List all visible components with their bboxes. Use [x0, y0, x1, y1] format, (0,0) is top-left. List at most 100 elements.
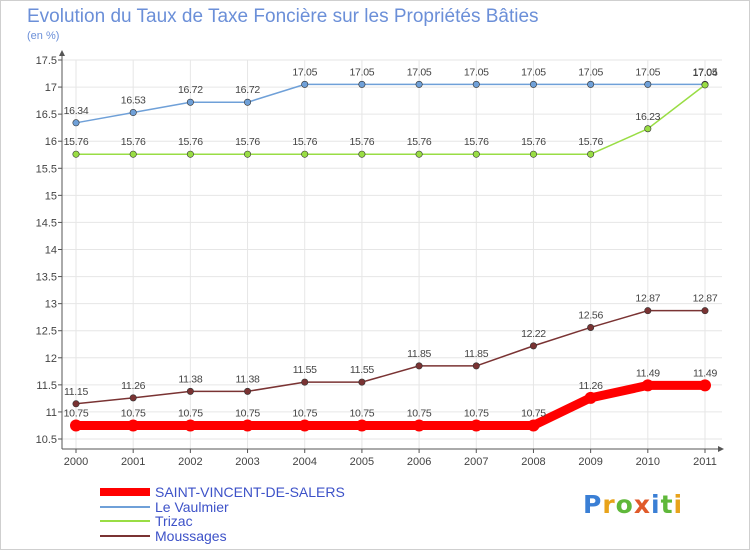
legend-label: Moussages	[155, 527, 227, 544]
data-point	[644, 80, 652, 88]
data-label: 10.75	[121, 407, 146, 419]
legend-label: Le Vaulmier	[155, 498, 229, 515]
y-tick-label: 17	[45, 82, 57, 94]
legend-swatch	[100, 505, 150, 508]
data-point	[358, 378, 366, 386]
data-point	[129, 394, 137, 402]
x-tick-label: 2001	[121, 456, 145, 468]
legend-swatch	[100, 520, 150, 522]
data-point	[644, 307, 652, 315]
x-tick-label: 2011	[693, 456, 717, 468]
data-point	[186, 387, 194, 395]
data-point	[472, 362, 480, 370]
series-line-le vaulmier	[75, 83, 706, 124]
data-point	[241, 419, 254, 432]
data-label: 15.76	[521, 136, 546, 148]
data-label: 11.15	[64, 386, 88, 398]
data-label: 11.38	[236, 373, 260, 385]
data-point	[699, 379, 711, 392]
data-point	[472, 150, 480, 158]
data-label: 17.05	[693, 66, 718, 78]
data-point	[184, 419, 197, 432]
data-point	[355, 419, 368, 432]
data-label: 12.87	[693, 293, 718, 305]
data-point	[470, 419, 483, 432]
data-point	[244, 150, 252, 158]
data-point	[529, 150, 537, 158]
data-point	[72, 119, 80, 127]
data-point	[701, 307, 709, 315]
data-label: 12.87	[635, 293, 660, 305]
data-point	[301, 150, 309, 158]
logo-letter: i	[651, 490, 661, 519]
x-tick-label: 2004	[292, 456, 316, 468]
y-tick-label: 13.5	[36, 272, 57, 284]
data-label: 10.75	[407, 407, 432, 419]
data-label: 10.75	[464, 407, 489, 419]
data-label: 11.55	[293, 364, 317, 376]
data-point	[186, 150, 194, 158]
data-label: 17.05	[464, 66, 489, 78]
y-tick-label: 13	[45, 299, 57, 311]
data-point	[70, 419, 82, 432]
x-tick-label: 2006	[407, 456, 431, 468]
logo-letter: x	[633, 490, 651, 519]
data-label: 15.76	[407, 136, 432, 148]
x-tick-label: 2008	[521, 456, 545, 468]
y-tick-label: 16	[45, 136, 57, 148]
data-label: 15.76	[235, 136, 260, 148]
data-label: 17.05	[521, 66, 546, 78]
data-point	[641, 379, 654, 392]
x-tick-label: 2005	[350, 456, 374, 468]
x-tick-label: 2000	[64, 456, 88, 468]
data-point	[529, 80, 537, 88]
y-tick-label: 14.5	[36, 217, 57, 229]
data-point	[244, 98, 252, 106]
data-point	[301, 378, 309, 386]
logo-letter: r	[602, 490, 616, 519]
data-label: 17.05	[635, 66, 660, 78]
data-point	[587, 80, 595, 88]
data-label: 16.34	[64, 105, 89, 117]
data-point	[529, 342, 537, 350]
data-label: 11.49	[693, 367, 717, 379]
legend-swatch	[100, 488, 150, 496]
data-point	[415, 150, 423, 158]
data-point	[472, 80, 480, 88]
data-label: 15.76	[292, 136, 317, 148]
data-label: 11.55	[350, 364, 374, 376]
y-tick-label: 11.5	[36, 380, 57, 392]
data-point	[587, 323, 595, 331]
data-label: 16.23	[635, 111, 660, 123]
data-label: 11.85	[464, 348, 488, 360]
data-label: 15.76	[464, 136, 489, 148]
y-axis-arrow	[59, 50, 65, 56]
data-label: 11.38	[178, 373, 202, 385]
series-line-trizac	[75, 84, 706, 155]
data-label: 10.75	[292, 407, 317, 419]
data-label: 15.76	[178, 136, 203, 148]
data-label: 11.26	[579, 380, 603, 392]
x-axis-arrow	[718, 446, 724, 452]
data-label: 16.72	[235, 84, 260, 96]
data-point	[413, 419, 426, 432]
data-label: 17.05	[578, 66, 603, 78]
data-label: 12.22	[521, 328, 546, 340]
unit-label: (en %)	[27, 30, 60, 42]
data-label: 10.75	[521, 407, 546, 419]
y-tick-label: 15.5	[36, 163, 57, 175]
y-tick-label: 17.5	[36, 55, 57, 67]
data-label: 10.75	[350, 407, 375, 419]
data-label: 10.75	[64, 407, 89, 419]
series-line-saint-vincent-de-salers	[71, 380, 710, 430]
data-label: 17.05	[407, 66, 432, 78]
data-label: 16.53	[121, 95, 146, 107]
y-tick-label: 12.5	[36, 326, 57, 338]
data-point	[527, 419, 540, 432]
x-tick-label: 2002	[178, 456, 202, 468]
series-line-moussages	[75, 309, 706, 405]
data-point	[127, 419, 140, 432]
y-tick-label: 14	[45, 245, 57, 257]
data-point	[129, 150, 137, 158]
